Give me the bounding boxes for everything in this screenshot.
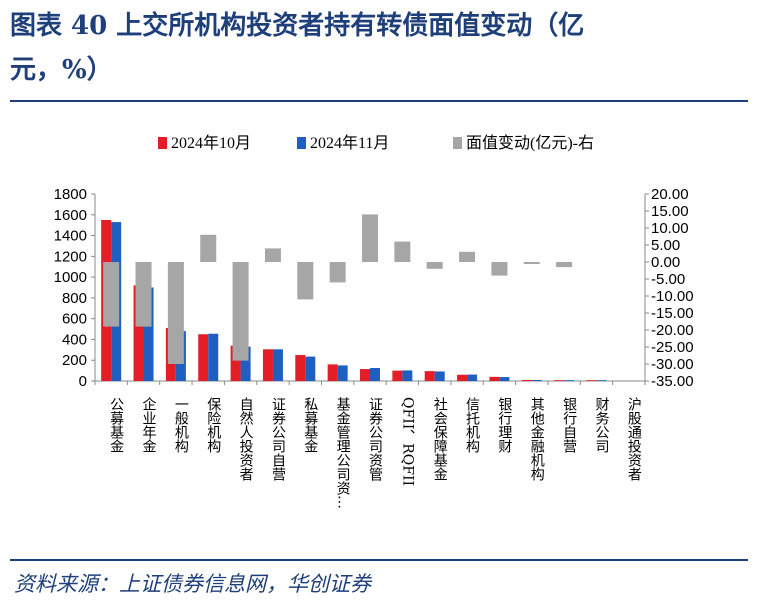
chart-title: 图表 40 上交所机构投资者持有转债面值变动（亿 元，%） [10, 4, 750, 92]
axes: 0 200 400 600 800 1000 1200 1400 1600 1800 20.0015… [54, 186, 694, 390]
bar-2024-oct [230, 345, 241, 381]
bar-2024-nov [402, 370, 413, 381]
bar-2024-oct [489, 376, 500, 381]
bar-change [491, 262, 508, 276]
bar-change [426, 262, 443, 269]
bar-2024-oct [457, 374, 468, 381]
right-tick-label: -5.00 [651, 271, 685, 288]
category-label: 私募基金 [302, 397, 318, 453]
bar-change [556, 262, 573, 268]
category-label: 证券公司资管 [367, 397, 383, 481]
bar-2024-oct [360, 369, 370, 381]
left-tick-label: 1600 [54, 207, 87, 224]
bar-2024-oct [554, 380, 565, 381]
category-label: 沪股通投资者 [626, 397, 642, 481]
bar-2024-nov [272, 349, 283, 381]
right-tick-label: -30.00 [651, 356, 694, 373]
right-tick-label: -15.00 [651, 305, 694, 322]
bar-change [135, 262, 152, 327]
bar-change [329, 262, 346, 283]
category-label: 银行自营 [561, 397, 577, 453]
left-tick-label: 600 [62, 311, 87, 328]
right-tick-label: -25.00 [651, 339, 694, 356]
category-label: 证券公司自营 [270, 397, 286, 481]
left-tick-label: 1800 [54, 186, 87, 203]
left-tick-label: 800 [62, 290, 87, 307]
right-tick-label: -35.00 [651, 373, 694, 390]
category-label: 信托机构 [464, 397, 480, 454]
bar-change [232, 262, 249, 361]
category-label: 银行理财 [496, 397, 512, 454]
category-label: 其他金融机构 [529, 397, 545, 482]
bar-2024-nov [305, 356, 316, 381]
category-label: QFII、RQFII [399, 397, 415, 486]
left-tick-label: 200 [62, 352, 87, 369]
bar-change [297, 262, 314, 300]
top-divider [10, 100, 748, 102]
bar-2024-oct [392, 370, 403, 381]
bar-change [394, 241, 411, 262]
bar-change [264, 248, 281, 262]
category-label: 自然人投资者 [238, 397, 254, 481]
category-label: 一般机构 [173, 397, 189, 454]
bar-2024-oct [295, 355, 306, 381]
bar-2024-nov [434, 371, 445, 381]
bar-2024-nov [143, 287, 154, 381]
bar-2024-oct [133, 285, 144, 381]
bar-change [103, 262, 120, 327]
bar-2024-oct [327, 364, 338, 381]
legend-label: 面值变动(亿元)-右 [466, 134, 594, 152]
legend-swatch [158, 137, 167, 149]
bar-2024-nov [370, 368, 380, 381]
right-tick-label: -10.00 [651, 288, 694, 305]
category-label: 财务公司 [593, 397, 609, 453]
bar-2024-oct [521, 379, 532, 381]
legend-swatch [297, 137, 306, 149]
bar-2024-nov [564, 380, 575, 381]
legend-label: 2024年11月 [310, 134, 389, 152]
legend: 2024年10月 2024年11月 面值变动(亿元)-右 [158, 134, 594, 152]
bar-2024-nov [499, 377, 510, 381]
right-tick-label: 0.00 [651, 254, 680, 271]
left-tick-label: 0 [79, 373, 87, 390]
left-tick-label: 1200 [54, 248, 87, 265]
bar-change [523, 262, 540, 264]
left-tick-label: 1400 [54, 228, 87, 245]
bar-change [167, 262, 184, 364]
bar-2024-oct [586, 380, 597, 381]
bar-change [459, 251, 476, 262]
left-tick-label: 1000 [54, 269, 87, 286]
bar-change [362, 214, 378, 262]
bar-2024-oct [262, 349, 273, 381]
right-tick-label: 20.00 [651, 186, 689, 203]
bar-2024-nov [596, 380, 607, 381]
chart-title-line2: 元，%） [10, 55, 113, 85]
left-tick-label: 400 [62, 331, 87, 348]
chart-title-line1: 图表 40 上交所机构投资者持有转债面值变动（亿 [10, 11, 585, 41]
bar-2024-nov [467, 374, 478, 381]
bar-2024-nov [531, 379, 542, 381]
bar-2024-nov [240, 346, 251, 381]
category-label: 保险机构 [205, 397, 221, 454]
bars [101, 214, 607, 381]
category-label: 企业年金 [141, 396, 157, 453]
category-label: 基金管理公司资… [335, 396, 351, 509]
bar-2024-nov [208, 333, 219, 381]
right-tick-label: 15.00 [651, 203, 689, 220]
right-tick-label: 5.00 [651, 237, 680, 254]
legend-label: 2024年10月 [171, 134, 251, 152]
bar-2024-oct [198, 334, 209, 381]
bottom-divider [10, 559, 748, 561]
category-label: 社会保障基金 [432, 397, 448, 481]
source-note: 资料来源：上证债券信息网，华创证券 [14, 572, 371, 596]
right-tick-label: -20.00 [651, 322, 694, 339]
chart-svg: 2024年10月 2024年11月 面值变动(亿元)-右 0 200 400 600 800… [54, 134, 694, 509]
category-label: 公募基金 [108, 397, 124, 453]
bar-change [200, 234, 217, 262]
bar-2024-oct [424, 371, 435, 381]
bar-2024-nov [337, 365, 348, 381]
legend-swatch [453, 137, 462, 149]
category-labels: 公募基金 企业年金 一般机构 保险机构 自然人投资者 证券公司自营 私募基金 基金管理公司资…… [108, 396, 642, 509]
right-tick-label: 10.00 [651, 220, 689, 237]
